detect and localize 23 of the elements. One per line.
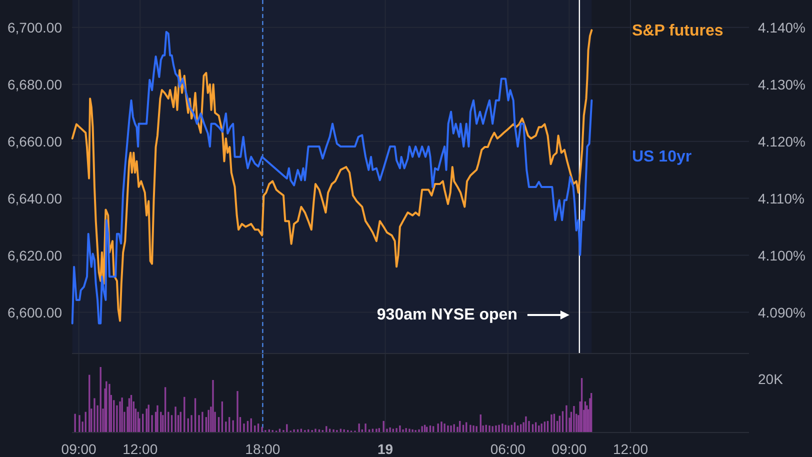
x-tick-label: 09:00	[61, 441, 97, 457]
y2-tick-label: 4.140%	[758, 19, 806, 36]
x-tick-label: 18:00	[245, 441, 280, 457]
x-tick-label: 06:00	[490, 441, 526, 457]
y-tick-label: 6,640.00	[8, 190, 62, 206]
y-tick-label: 6,680.00	[8, 76, 62, 92]
y-tick-label: 6,660.00	[8, 133, 62, 150]
ref-line-label: 930am NYSE open	[376, 306, 518, 324]
x-tick-label: 12:00	[122, 441, 158, 457]
y2-tick-label: 4.130%	[758, 76, 806, 92]
y2-tick-label: 4.090%	[758, 304, 806, 321]
text: US 10yr	[632, 148, 692, 166]
y2-tick-label: 4.120%	[758, 133, 806, 150]
y2-tick-label: 4.100%	[758, 247, 806, 264]
y-tick-label: 6,620.00	[8, 247, 62, 264]
x-tick-label: 12:00	[612, 441, 648, 457]
text: 20K	[758, 371, 784, 387]
y2-tick-label: 4.110%	[758, 190, 804, 206]
x-tick-label: 19	[378, 441, 394, 457]
y-tick-label: 6,600.00	[8, 304, 62, 320]
x-tick-label: 09:00	[552, 441, 587, 457]
text: S&P futures	[632, 22, 724, 40]
y-tick-label: 6,700.00	[8, 19, 62, 36]
